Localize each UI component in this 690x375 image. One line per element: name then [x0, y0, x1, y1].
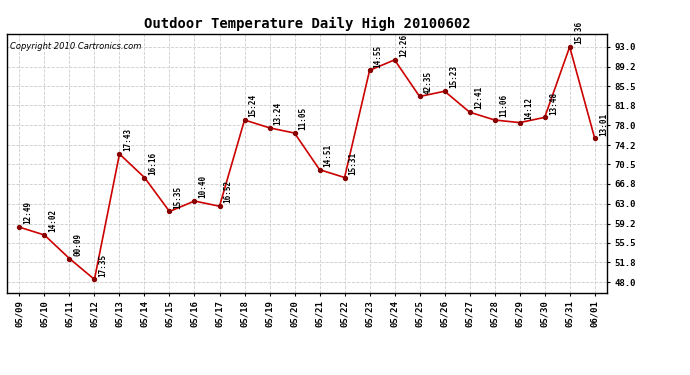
Point: [164, 209, 175, 214]
Point: [64, 255, 75, 261]
Point: [514, 120, 525, 126]
Point: [339, 174, 350, 180]
Point: [214, 203, 225, 209]
Text: 11:05: 11:05: [299, 107, 308, 130]
Point: [589, 135, 600, 141]
Text: 15:35: 15:35: [174, 186, 183, 209]
Text: 12:26: 12:26: [399, 34, 408, 57]
Text: 12:49: 12:49: [23, 201, 32, 224]
Text: 14:51: 14:51: [324, 144, 333, 167]
Text: 16:52: 16:52: [224, 180, 233, 204]
Text: 42:35: 42:35: [424, 70, 433, 94]
Text: 15:23: 15:23: [448, 65, 457, 88]
Point: [114, 151, 125, 157]
Point: [539, 114, 550, 120]
Point: [139, 174, 150, 180]
Point: [564, 44, 575, 50]
Text: 13:48: 13:48: [549, 92, 558, 115]
Text: 13:24: 13:24: [274, 102, 283, 125]
Text: 14:02: 14:02: [48, 209, 57, 232]
Point: [89, 276, 100, 282]
Text: 16:16: 16:16: [148, 152, 157, 175]
Point: [464, 109, 475, 115]
Point: [14, 224, 25, 230]
Text: 00:09: 00:09: [74, 232, 83, 256]
Text: 13:01: 13:01: [599, 112, 608, 135]
Point: [364, 68, 375, 74]
Point: [239, 117, 250, 123]
Text: 17:35: 17:35: [99, 254, 108, 277]
Text: 10:40: 10:40: [199, 175, 208, 198]
Point: [414, 93, 425, 99]
Point: [439, 88, 450, 94]
Text: 17:43: 17:43: [124, 128, 132, 151]
Point: [264, 125, 275, 131]
Text: Copyright 2010 Cartronics.com: Copyright 2010 Cartronics.com: [10, 42, 141, 51]
Point: [189, 198, 200, 204]
Point: [389, 57, 400, 63]
Text: 15:31: 15:31: [348, 152, 357, 175]
Text: 15:36: 15:36: [574, 21, 583, 44]
Text: 12:41: 12:41: [474, 86, 483, 109]
Text: 15:24: 15:24: [248, 94, 257, 117]
Text: 11:06: 11:06: [499, 94, 508, 117]
Text: 14:12: 14:12: [524, 97, 533, 120]
Point: [39, 232, 50, 238]
Point: [489, 117, 500, 123]
Point: [314, 166, 325, 172]
Title: Outdoor Temperature Daily High 20100602: Outdoor Temperature Daily High 20100602: [144, 17, 471, 31]
Point: [289, 130, 300, 136]
Text: 14:55: 14:55: [374, 45, 383, 68]
